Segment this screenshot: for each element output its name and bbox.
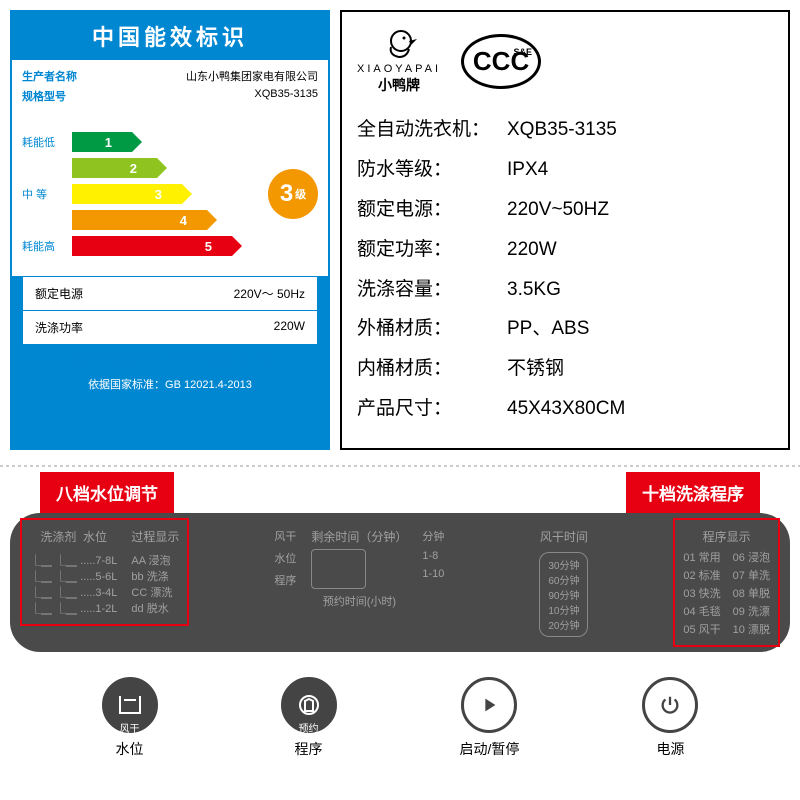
- time-display: [311, 549, 366, 589]
- spec-row: 防水等级：IPX4: [357, 150, 773, 190]
- spec-row: 洗涤容量：3.5KG: [357, 270, 773, 310]
- spec-row: 产品尺寸：45X43X80CM: [357, 389, 773, 429]
- energy-producer-info: 生产者名称山东小鸭集团家电有限公司 规格型号XQB35-3135: [12, 60, 328, 112]
- tab-program: 十档洗涤程序: [626, 472, 760, 513]
- spec-row: 内桶材质：不锈钢: [357, 349, 773, 389]
- spec-row: 外桶材质：PP、ABS: [357, 309, 773, 349]
- button-电源[interactable]: 电源: [642, 677, 698, 759]
- divider: [0, 465, 800, 467]
- spec-row: 额定功率：220W: [357, 230, 773, 270]
- spec-row: 额定电源：220V~50HZ: [357, 190, 773, 230]
- energy-label: 中国能效标识 生产者名称山东小鸭集团家电有限公司 规格型号XQB35-3135 …: [10, 10, 330, 450]
- program-group: 程序显示 01 常用06 浸泡02 标准07 单洗03 快洗08 单脱04 毛毯…: [673, 518, 780, 647]
- water-level-group: 洗涤剂 水位 ⎿⎽ ⎿⎽ .....7-8L⎿⎽ ⎿⎽ .....5-6L⎿⎽ …: [20, 518, 189, 626]
- control-panel: 洗涤剂 水位 ⎿⎽ ⎿⎽ .....7-8L⎿⎽ ⎿⎽ .....5-6L⎿⎽ …: [10, 513, 790, 652]
- control-section: 八档水位调节 十档洗涤程序 洗涤剂 水位 ⎿⎽ ⎿⎽ .....7-8L⎿⎽ ⎿…: [0, 472, 800, 784]
- spec-panel: XIAOYAPAI 小鸭牌 CCCS&E 全自动洗衣机：XQB35-3135防水…: [340, 10, 790, 450]
- energy-title: 中国能效标识: [12, 12, 328, 60]
- buttons-row: 风干水位 预约程序 启动/暂停 电源: [0, 652, 800, 784]
- button-水位[interactable]: 风干水位: [102, 677, 158, 759]
- ccc-logo: CCCS&E: [461, 34, 541, 89]
- button-程序[interactable]: 预约程序: [281, 677, 337, 759]
- energy-specs: 额定电源220V～ 50Hz 洗涤功率220W: [22, 276, 318, 345]
- spec-row: 全自动洗衣机：XQB35-3135: [357, 110, 773, 150]
- dry-time-group: 风干时间 30分钟60分钟90分钟10分钟20分钟: [539, 528, 588, 637]
- spec-table: 全自动洗衣机：XQB35-3135防水等级：IPX4额定电源：220V~50HZ…: [357, 110, 773, 429]
- grade-badge: 3级: [268, 169, 318, 219]
- energy-standard: 依据国家标准：GB 12021.4-2013: [12, 370, 328, 398]
- brand-logo: XIAOYAPAI 小鸭牌: [357, 27, 441, 95]
- energy-bars: 耗能低12中 等34耗能高5 3级: [12, 112, 328, 276]
- tab-water-level: 八档水位调节: [40, 472, 174, 513]
- button-启动/暂停[interactable]: 启动/暂停: [460, 677, 520, 759]
- display-group: 风干 水位 程序 剩余时间（分钟） 预约时间(小时) 分钟 1-8 1-10: [274, 528, 444, 609]
- energy-footer: 参见"中国能效标识网"（www.energylabel.gov.cn): [12, 345, 328, 370]
